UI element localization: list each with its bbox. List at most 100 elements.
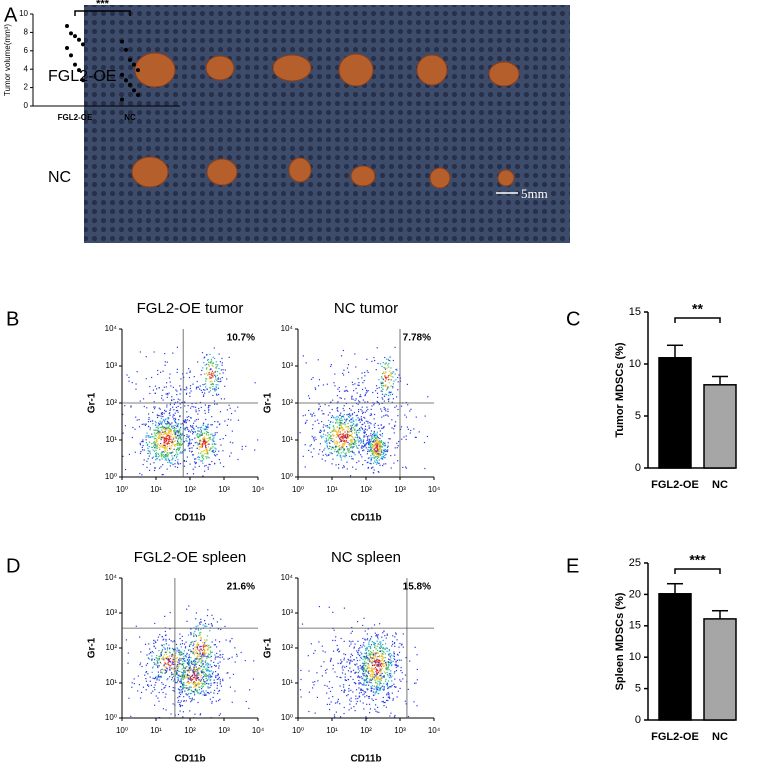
event-dot — [171, 399, 173, 402]
event-dot — [156, 414, 158, 416]
event-dot — [226, 672, 228, 674]
event-dot — [328, 681, 331, 683]
event-dot — [338, 437, 341, 439]
event-dot — [190, 679, 192, 681]
y-tick-label: 10 — [629, 651, 641, 663]
event-dot — [350, 455, 353, 457]
event-dot — [169, 427, 171, 430]
event-dot — [364, 658, 367, 660]
event-dot — [360, 691, 362, 694]
event-dot — [204, 373, 206, 375]
event-dot — [373, 654, 375, 656]
event-dot — [384, 442, 386, 444]
event-dot — [197, 674, 199, 676]
event-dot — [373, 656, 375, 658]
event-dot — [350, 659, 352, 661]
event-dot — [197, 683, 199, 686]
event-dot — [189, 666, 191, 669]
event-dot — [201, 446, 203, 449]
event-dot — [340, 452, 342, 454]
event-dot — [166, 657, 168, 659]
event-dot — [319, 405, 321, 408]
event-dot — [186, 434, 188, 436]
event-dot — [373, 450, 375, 452]
event-dot — [377, 664, 379, 666]
event-dot — [387, 386, 390, 388]
event-dot — [198, 634, 200, 637]
event-dot — [195, 635, 198, 637]
event-dot — [180, 444, 182, 446]
event-dot — [217, 378, 219, 380]
event-dot — [371, 667, 373, 670]
event-dot — [357, 400, 360, 402]
event-dot — [321, 675, 323, 677]
event-dot — [199, 646, 201, 648]
event-dot — [318, 403, 320, 405]
event-dot — [332, 440, 334, 443]
event-dot — [361, 424, 363, 426]
event-dot — [369, 653, 371, 656]
event-dot — [207, 691, 209, 694]
event-dot — [384, 408, 386, 410]
event-dot — [351, 458, 353, 460]
event-dot — [381, 464, 384, 467]
event-dot — [204, 681, 206, 683]
event-dot — [367, 671, 369, 673]
event-dot — [207, 468, 209, 470]
event-dot — [322, 384, 325, 386]
event-dot — [210, 660, 212, 662]
event-dot — [341, 430, 344, 432]
event-dot — [198, 667, 200, 669]
event-dot — [377, 686, 380, 689]
event-dot — [393, 371, 395, 373]
event-dot — [391, 419, 393, 421]
event-dot — [205, 444, 207, 447]
event-dot — [342, 665, 344, 667]
event-dot — [166, 647, 169, 649]
event-dot — [139, 442, 141, 444]
event-dot — [386, 450, 389, 453]
event-dot — [188, 663, 190, 665]
event-dot — [357, 676, 359, 678]
event-dot — [381, 646, 383, 649]
event-dot — [364, 435, 366, 437]
event-dot — [211, 625, 213, 627]
event-dot — [200, 666, 202, 668]
event-dot — [226, 409, 228, 411]
x-tick-label: NC — [124, 113, 136, 122]
event-dot — [354, 383, 356, 385]
event-dot — [163, 442, 165, 444]
event-dot — [386, 389, 388, 391]
event-dot — [165, 456, 167, 458]
event-dot — [332, 430, 334, 432]
event-dot — [371, 446, 373, 448]
event-dot — [332, 425, 335, 427]
event-dot — [157, 671, 159, 673]
event-dot — [372, 671, 374, 673]
event-dot — [332, 433, 334, 436]
event-dot — [396, 659, 398, 661]
event-dot — [371, 450, 373, 452]
event-dot — [201, 670, 203, 672]
event-dot — [368, 442, 371, 445]
event-dot — [176, 368, 178, 370]
event-dot — [190, 678, 193, 680]
event-dot — [171, 396, 173, 398]
event-dot — [407, 428, 409, 430]
event-dot — [124, 468, 127, 471]
event-dot — [197, 413, 199, 415]
event-dot — [206, 614, 209, 617]
event-dot — [207, 446, 210, 448]
event-dot — [391, 692, 393, 694]
event-dot — [210, 651, 212, 654]
event-dot — [184, 669, 186, 671]
event-dot — [365, 649, 367, 651]
event-dot — [328, 687, 330, 689]
event-dot — [172, 660, 174, 663]
event-dot — [382, 441, 385, 443]
event-dot — [341, 667, 343, 669]
event-dot — [369, 655, 371, 657]
event-dot — [389, 394, 391, 396]
event-dot — [378, 659, 381, 662]
gate-percent: 10.7% — [227, 333, 255, 344]
